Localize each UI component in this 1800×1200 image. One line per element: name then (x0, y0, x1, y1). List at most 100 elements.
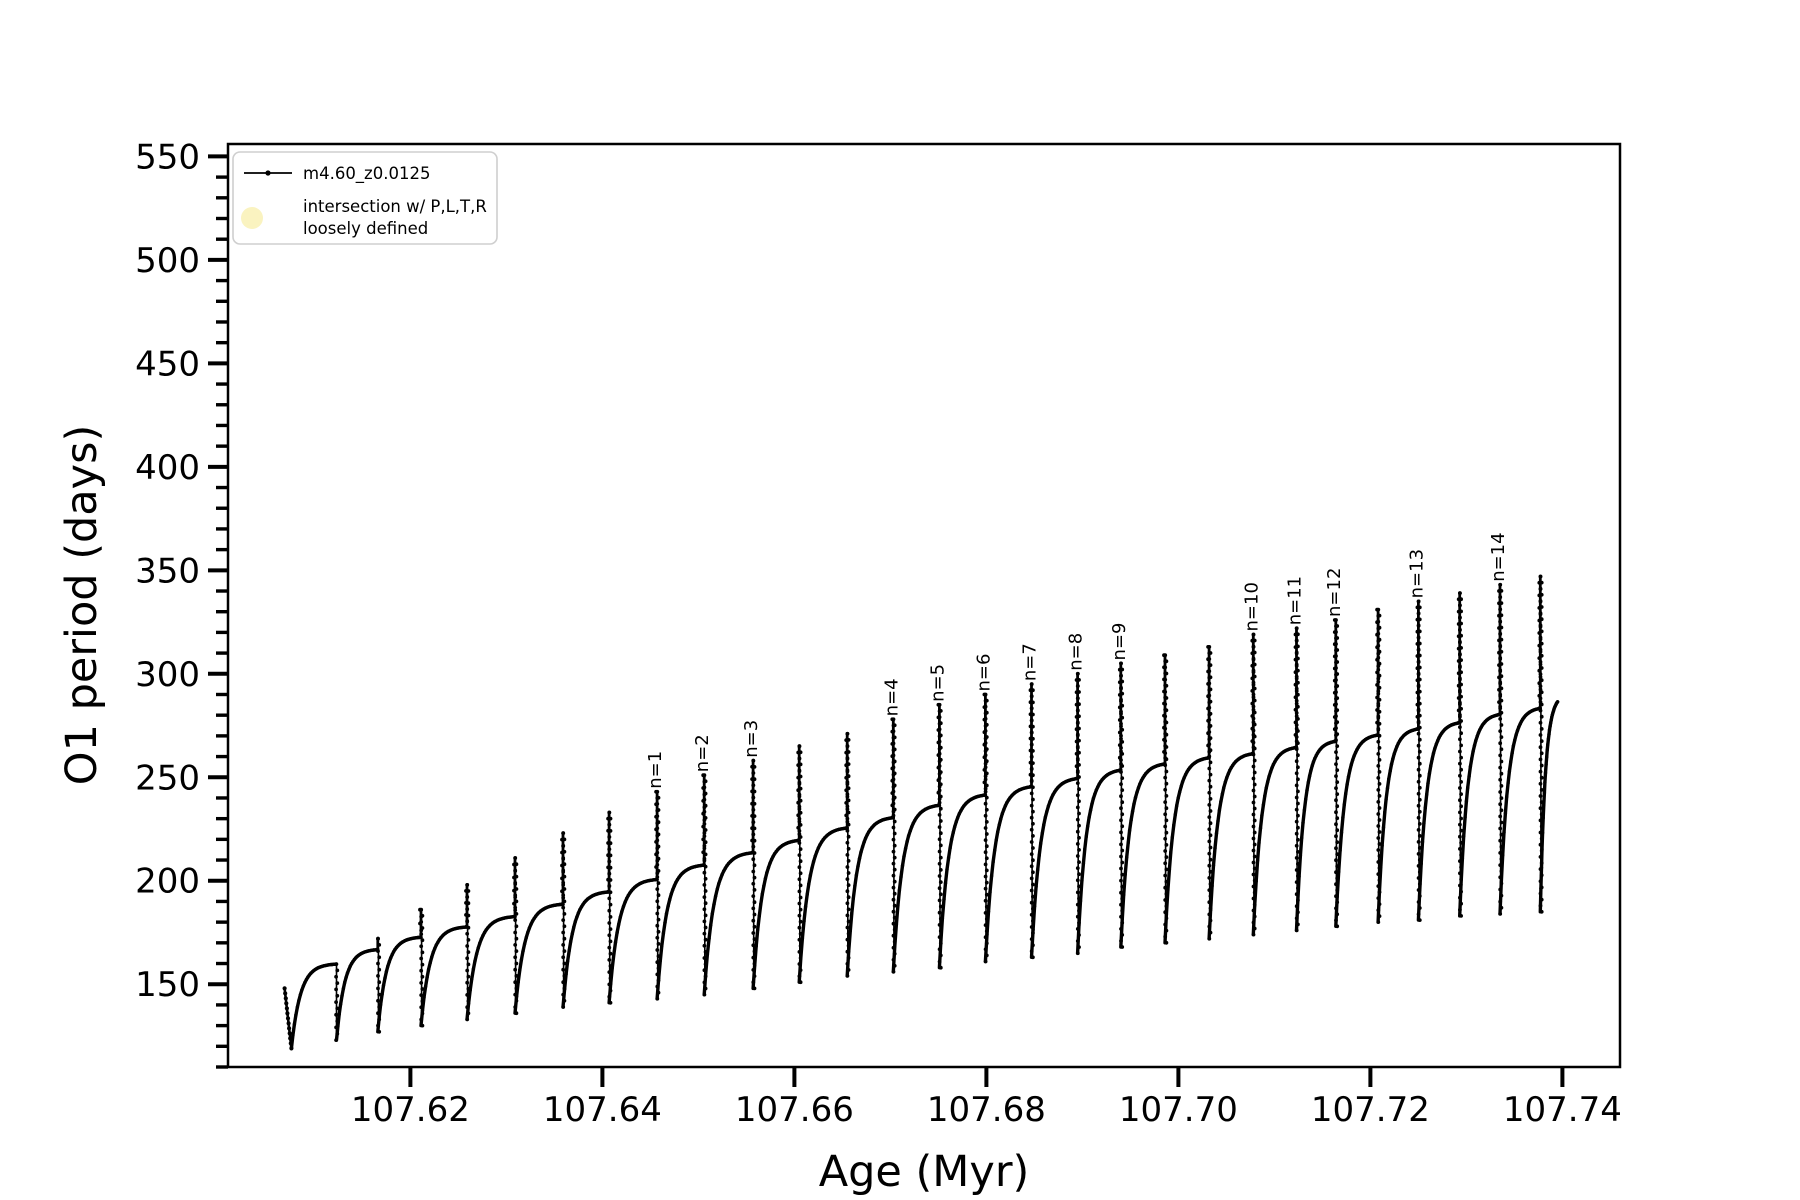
data-point (984, 795, 989, 800)
data-point (702, 797, 707, 802)
data-point (334, 974, 338, 979)
data-point (561, 843, 566, 848)
data-point (655, 789, 660, 794)
data-point (1376, 824, 1381, 828)
data-point (1538, 599, 1543, 603)
data-point (845, 804, 850, 809)
data-point (1120, 740, 1125, 744)
spike-annotation: n=2 (692, 734, 713, 772)
data-point (1077, 872, 1081, 877)
data-point (1251, 848, 1256, 853)
data-point (513, 880, 518, 885)
data-point (892, 723, 897, 728)
y-tick-label: 200 (135, 862, 200, 902)
data-point (1416, 840, 1421, 844)
data-point (1459, 755, 1463, 760)
data-point (1416, 671, 1421, 676)
data-point (420, 926, 425, 930)
data-point (1538, 672, 1543, 676)
data-point (1207, 669, 1212, 674)
data-point (1498, 741, 1503, 746)
data-point (656, 942, 661, 946)
data-point (1376, 691, 1381, 696)
data-point (1208, 833, 1213, 838)
data-point (1075, 866, 1080, 870)
data-point (1376, 607, 1381, 612)
data-point (608, 841, 613, 846)
data-point (1539, 727, 1544, 731)
data-point (1417, 822, 1422, 826)
data-point (703, 901, 708, 906)
data-point (419, 944, 424, 949)
data-point (1031, 797, 1035, 802)
data-point (983, 826, 988, 830)
data-point (797, 901, 802, 906)
data-point (703, 913, 708, 918)
data-point (846, 738, 851, 742)
data-point (1119, 818, 1123, 823)
data-point (1334, 750, 1338, 754)
curve-arc (1075, 768, 1123, 955)
data-point (1119, 746, 1123, 750)
data-point (892, 819, 897, 824)
data-point (1417, 665, 1422, 670)
data-point (1252, 758, 1257, 763)
data-point (561, 967, 566, 972)
data-point (984, 759, 989, 764)
data-point (1376, 619, 1381, 624)
data-point (891, 861, 896, 866)
data-point (983, 789, 988, 794)
data-point (845, 840, 850, 845)
data-point (1294, 759, 1299, 764)
data-point (751, 869, 756, 874)
data-point (1163, 849, 1168, 853)
data-point (1335, 792, 1340, 796)
data-point (1164, 683, 1169, 688)
data-point (513, 967, 518, 972)
data-point (845, 756, 850, 760)
data-point (892, 891, 897, 896)
data-point (845, 744, 850, 748)
data-point (1417, 653, 1422, 658)
data-point (419, 993, 424, 997)
data-point (1075, 744, 1080, 749)
data-point (1458, 676, 1462, 681)
curve-arc (751, 838, 801, 991)
data-point (1208, 821, 1213, 826)
data-point (1294, 723, 1299, 727)
data-point (1029, 864, 1034, 869)
data-point (561, 868, 566, 873)
data-point (1163, 885, 1168, 890)
data-point (1163, 824, 1168, 829)
data-point (1251, 656, 1256, 661)
curve-arc (1538, 700, 1560, 914)
data-point (1207, 754, 1212, 759)
data-point (892, 771, 897, 776)
data-point (1417, 749, 1422, 754)
data-point (283, 991, 288, 996)
data-point (1459, 804, 1463, 809)
data-point (798, 919, 803, 924)
data-point (938, 855, 943, 860)
data-point (1029, 852, 1034, 856)
data-point (702, 870, 707, 875)
data-point (562, 949, 567, 953)
data-point (419, 981, 424, 985)
data-point (798, 835, 803, 839)
data-point (1539, 714, 1544, 719)
data-point (1334, 630, 1338, 634)
data-point (655, 935, 660, 940)
data-point (1077, 848, 1081, 852)
data-point (1498, 631, 1503, 636)
data-point (1296, 729, 1300, 733)
data-point (1334, 618, 1338, 622)
data-point (1334, 666, 1338, 670)
data-point (892, 795, 897, 800)
data-point (1163, 861, 1168, 866)
data-point (1376, 667, 1381, 672)
data-point (752, 826, 757, 831)
data-point (1459, 633, 1463, 638)
data-point (1335, 780, 1340, 784)
data-point (655, 862, 660, 867)
data-point (797, 816, 802, 821)
